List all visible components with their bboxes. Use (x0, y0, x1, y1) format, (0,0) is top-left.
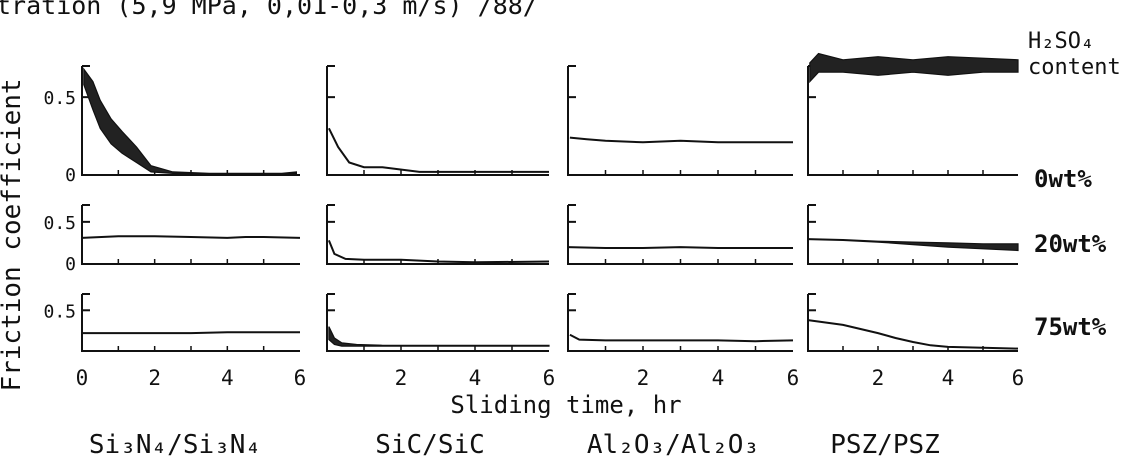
panel-r0-c1 (326, 65, 549, 176)
panel-axes (81, 66, 300, 176)
friction-curve (807, 319, 1019, 350)
x-tick-label: 4 (221, 366, 234, 390)
figure-title-fragment: tration (5,9 MPa, 0,01-0,3 m/s) /88/ (0, 0, 538, 20)
x-axis-label: Sliding time, hr (450, 391, 681, 419)
panel-axes (567, 66, 793, 176)
x-tick-label: 2 (637, 366, 650, 390)
panel-r1-c2 (567, 204, 793, 265)
x-tick-label: 6 (787, 366, 800, 390)
panel-r2-c0 (81, 293, 300, 352)
panel-r1-c1 (326, 204, 550, 265)
column-label: Al₂O₃/Al₂O₃ (587, 430, 759, 460)
x-tick-labels: 0 2 4 6 2 4 6 2 4 6 2 4 6 (76, 366, 1025, 390)
content-header-line2: content (1028, 55, 1121, 80)
x-tick-label: 0 (76, 366, 89, 390)
panel-r0-c2 (567, 65, 793, 176)
column-label: SiC/SiC (375, 430, 485, 460)
panel-axes (326, 66, 549, 176)
panel-r1-c3 (807, 204, 1019, 265)
panel-axes (807, 66, 1018, 176)
y-tick-label: 0.5 (43, 213, 76, 234)
x-tick-label: 6 (294, 366, 307, 390)
y-tick-label: 0.5 (43, 88, 76, 109)
panel-axes (81, 294, 300, 352)
friction-curve (328, 127, 549, 173)
row-label: 75wt% (1034, 313, 1107, 341)
x-tick-label: 2 (148, 366, 161, 390)
friction-band (83, 67, 297, 174)
friction-curve (567, 246, 793, 249)
content-header-line1: H₂SO₄ (1028, 29, 1094, 54)
y-tick-label: 0.5 (43, 301, 76, 322)
x-tick-label: 4 (469, 366, 482, 390)
friction-curve (82, 331, 300, 335)
friction-band (809, 52, 1019, 84)
y-tick-labels: 0.5 0 0.5 0 0.5 (43, 88, 76, 322)
y-axis-label: Friction coefficient (0, 78, 27, 391)
x-tick-label: 2 (872, 366, 885, 390)
y-tick-label: 0 (65, 165, 76, 186)
column-label: PSZ/PSZ (830, 430, 940, 460)
x-tick-label: 6 (1012, 366, 1025, 390)
panel-r0-c3 (807, 52, 1019, 176)
x-tick-label: 4 (712, 366, 725, 390)
y-tick-label: 0 (65, 254, 76, 275)
column-labels: Si₃N₄/Si₃N₄ SiC/SiC Al₂O₃/Al₂O₃ PSZ/PSZ (89, 430, 940, 460)
friction-curve (569, 136, 793, 144)
x-tick-label: 6 (543, 366, 556, 390)
x-tick-label: 4 (942, 366, 955, 390)
friction-band (328, 326, 550, 347)
x-tick-label: 2 (395, 366, 408, 390)
panel-axes (81, 205, 300, 265)
friction-curve (327, 240, 550, 264)
panel-axes (326, 205, 549, 265)
friction-band (807, 238, 1019, 252)
friction-curve (569, 333, 794, 343)
column-label: Si₃N₄/Si₃N₄ (89, 430, 261, 460)
panel-axes (807, 205, 1018, 265)
panel-r2-c2 (567, 293, 794, 352)
row-label: 20wt% (1034, 230, 1107, 258)
panel-r2-c3 (807, 293, 1019, 352)
panel-r1-c0 (81, 204, 301, 265)
panel-r2-c1 (326, 293, 550, 352)
friction-curve (81, 235, 301, 239)
row-label: 0wt% (1034, 165, 1092, 193)
row-labels: 0wt% 20wt% 75wt% (1034, 165, 1107, 341)
panel-r0-c0 (81, 65, 300, 176)
panel-axes (567, 205, 793, 265)
panel-grid (81, 52, 1019, 352)
panel-axes (567, 294, 793, 352)
panel-axes (326, 294, 549, 352)
